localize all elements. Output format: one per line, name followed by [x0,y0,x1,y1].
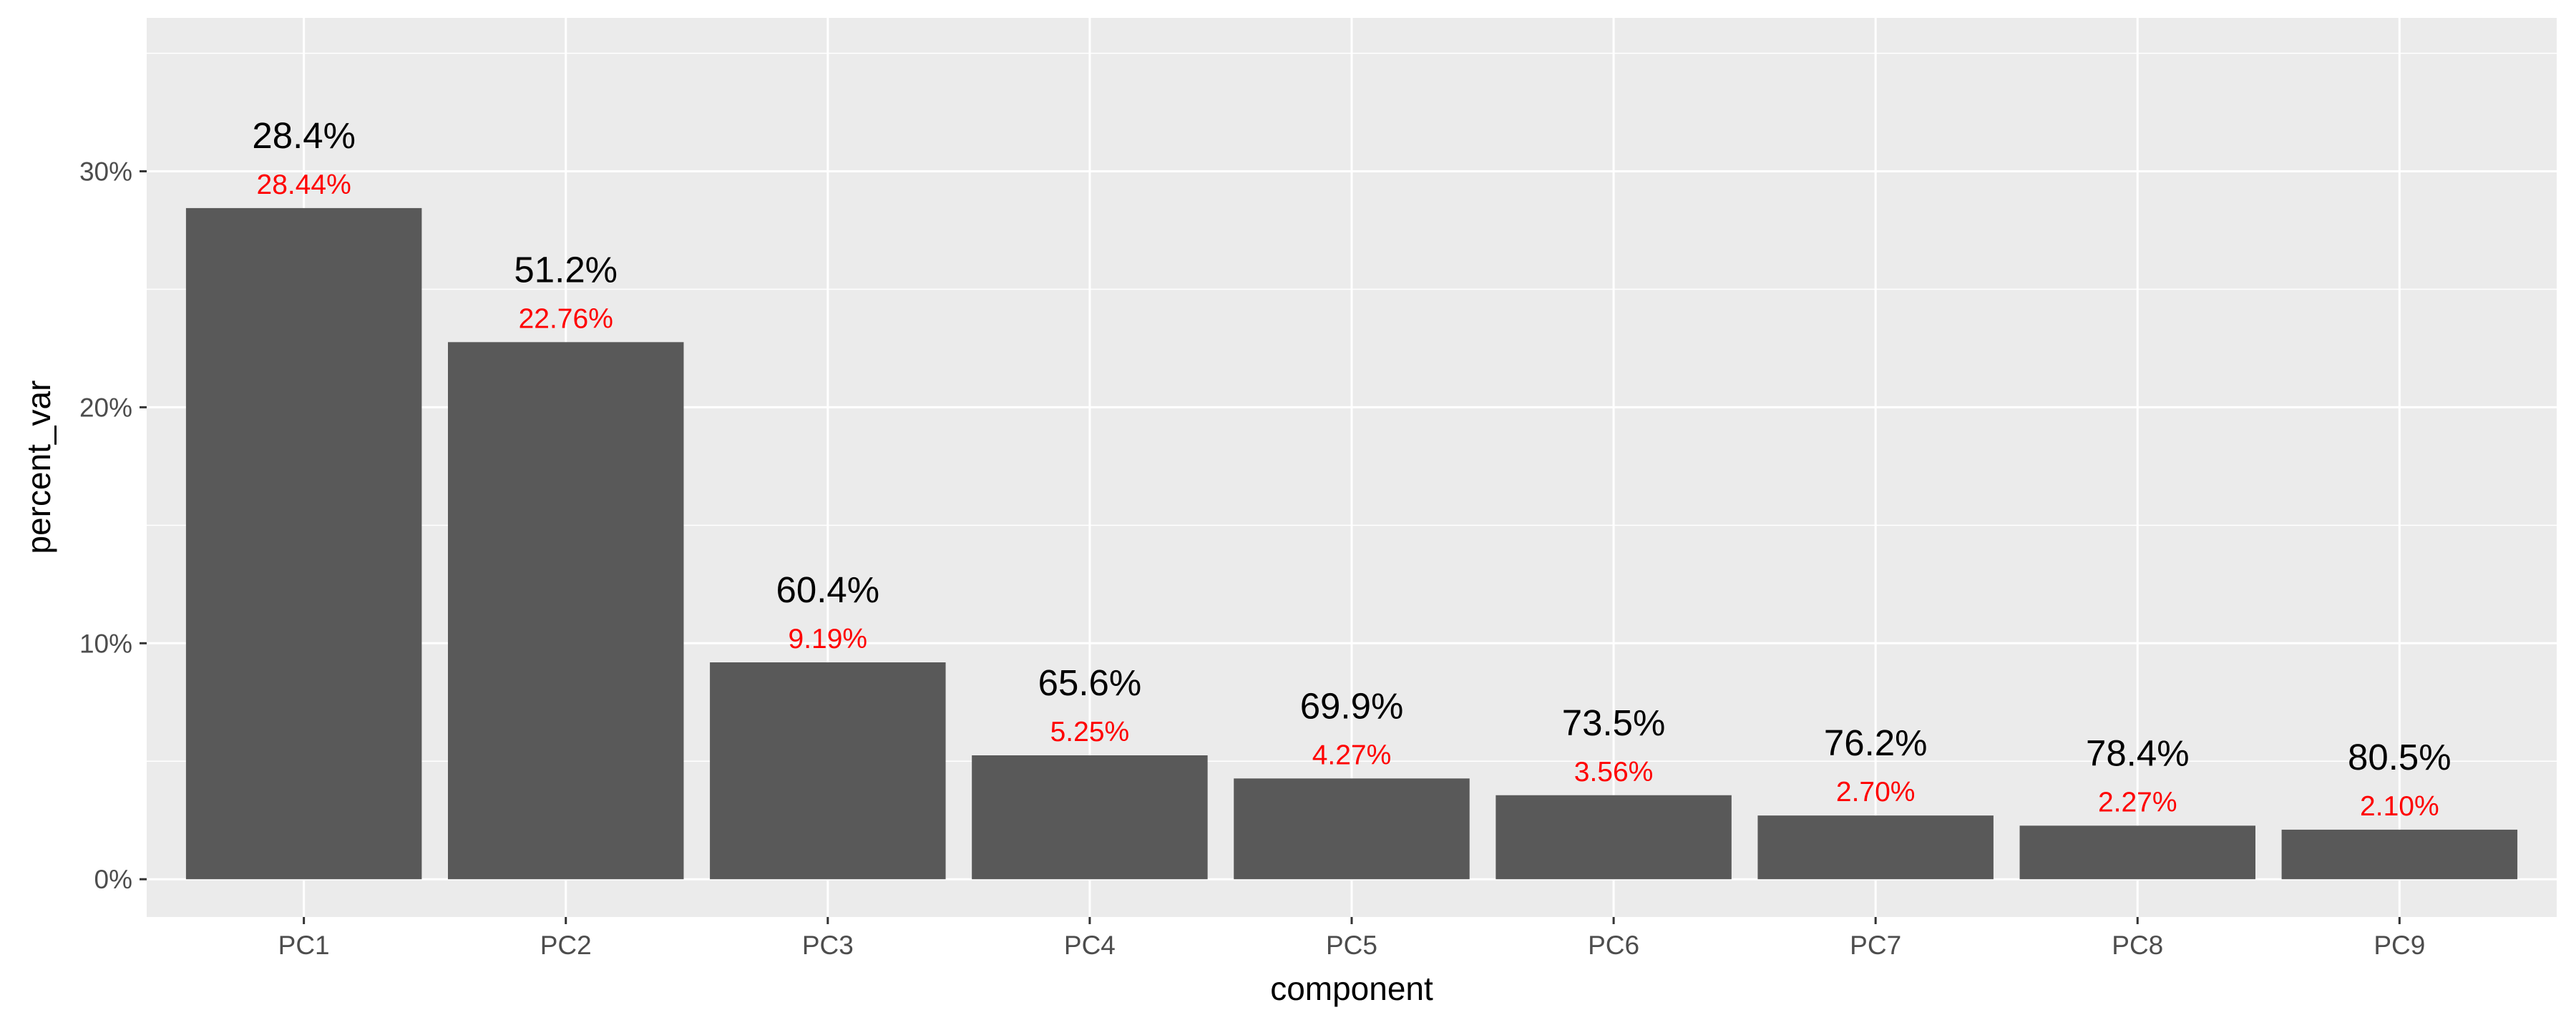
x-tick-label: PC7 [1850,931,1901,960]
x-tick-label: PC4 [1064,931,1116,960]
cumulative-label: 69.9% [1300,685,1404,726]
bar-pc7 [1757,815,1994,880]
cumulative-labels: 28.4% 51.2% 60.4% 65.6% 69.9% 73.5% 76.2% 78.4%… [252,115,2451,778]
x-tick-label: PC8 [2112,931,2163,960]
bar-pc2 [448,342,684,880]
bar-pc9 [2281,829,2518,880]
cumulative-label: 51.2% [514,249,618,290]
cumulative-label: 28.4% [252,115,356,156]
y-tick-label: 30% [79,157,132,186]
x-axis-title: component [1270,970,1433,1007]
cumulative-label: 60.4% [776,569,880,610]
bar-pc3 [710,662,946,880]
cumulative-label: 65.6% [1038,662,1142,703]
x-tick-label: PC9 [2373,931,2425,960]
y-axis: 0% 10% 20% 30% [79,157,147,894]
bars [185,207,2518,880]
value-label: 22.76% [519,303,613,334]
cumulative-label: 80.5% [2348,737,2451,778]
bar-pc8 [2019,825,2255,880]
value-label: 2.27% [2098,787,2177,818]
y-tick-label: 20% [79,393,132,422]
x-tick-label: PC1 [278,931,330,960]
x-tick-label: PC6 [1588,931,1639,960]
y-axis-title: percent_var [20,381,57,554]
value-label: 5.25% [1050,717,1130,747]
cumulative-label: 78.4% [2086,732,2190,773]
x-tick-label: PC2 [540,931,592,960]
x-tick-label: PC3 [802,931,854,960]
value-label: 3.56% [1574,757,1654,788]
cumulative-label: 73.5% [1562,702,1666,743]
x-tick-label: PC5 [1326,931,1377,960]
value-label: 4.27% [1312,740,1392,770]
value-labels: 28.44% 22.76% 9.19% 5.25% 4.27% 3.56% 2.70% 2.2… [257,170,2439,822]
value-label: 9.19% [789,624,868,654]
x-axis: PC1 PC2 PC3 PC4 PC5 PC6 PC7 PC8 PC9 [278,917,2425,960]
value-label: 2.70% [1836,777,1916,808]
value-label: 28.44% [257,170,351,200]
cumulative-label: 76.2% [1824,722,1928,763]
bar-pc4 [972,755,1208,880]
y-tick-label: 0% [94,865,132,894]
bar-pc1 [185,207,422,880]
bar-pc6 [1496,795,1732,880]
bar-pc5 [1234,778,1470,880]
value-label: 2.10% [2360,791,2439,822]
y-tick-label: 10% [79,629,132,658]
